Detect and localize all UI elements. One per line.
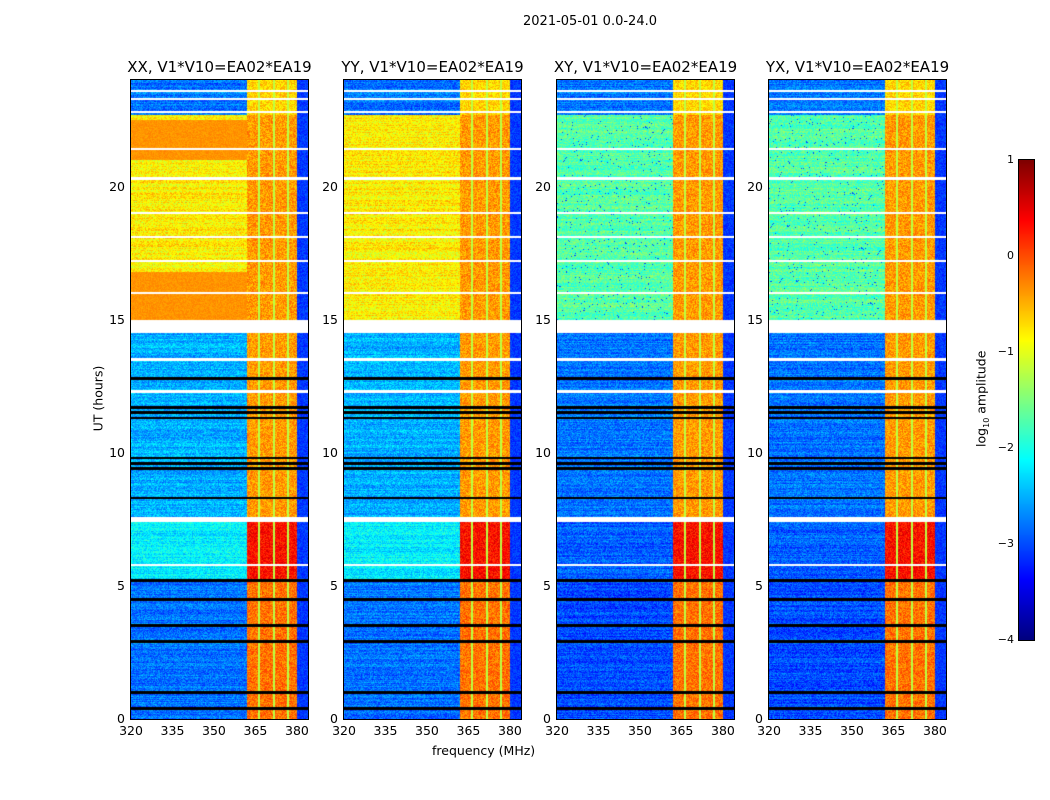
waterfall-panel-yy — [343, 79, 522, 720]
figure-title: 2021-05-01 0.0-24.0 — [523, 14, 657, 29]
panel-title: YX, V1*V10=EA02*EA19 — [765, 58, 950, 76]
y-tick-label: 15 — [535, 311, 551, 327]
x-tick-label: 320 — [757, 723, 781, 738]
x-tick-label: 350 — [840, 723, 864, 738]
colorbar — [1018, 159, 1035, 641]
colorbar-tick-label: 0 — [1007, 249, 1014, 262]
y-tick-label: 10 — [322, 444, 338, 460]
x-tick-label: 380 — [285, 723, 309, 738]
waterfall-image — [769, 80, 946, 719]
y-tick-label: 20 — [322, 178, 338, 194]
y-tick-label: 20 — [535, 178, 551, 194]
x-tick-label: 350 — [202, 723, 226, 738]
x-tick-label: 380 — [498, 723, 522, 738]
waterfall-panel-xy — [556, 79, 735, 720]
x-tick-label: 350 — [628, 723, 652, 738]
waterfall-image — [557, 80, 734, 719]
x-tick-label: 320 — [545, 723, 569, 738]
y-tick-label: 0 — [755, 711, 763, 726]
panel-title: XX, V1*V10=EA02*EA19 — [127, 58, 312, 76]
y-tick-label: 5 — [755, 577, 763, 593]
y-tick-label: 20 — [747, 178, 763, 194]
y-axis-label: UT (hours) — [90, 365, 106, 432]
panel-title: YY, V1*V10=EA02*EA19 — [341, 58, 524, 76]
x-tick-label: 335 — [160, 723, 185, 738]
y-tick-label: 10 — [747, 444, 763, 460]
y-tick-label: 10 — [109, 444, 125, 460]
colorbar-tick-label: −3 — [997, 537, 1014, 550]
waterfall-image — [344, 80, 521, 719]
waterfall-panel-xx — [130, 79, 309, 720]
y-tick-label: 0 — [543, 711, 551, 726]
y-tick-label: 0 — [330, 711, 338, 726]
y-tick-label: 10 — [535, 444, 551, 460]
x-tick-label: 365 — [243, 723, 268, 738]
y-tick-label: 5 — [330, 577, 338, 593]
y-tick-label: 5 — [117, 577, 125, 593]
y-tick-label: 20 — [109, 178, 125, 194]
x-tick-label: 320 — [332, 723, 356, 738]
y-tick-label: 5 — [543, 577, 551, 593]
y-tick-label: 15 — [322, 311, 338, 327]
y-tick-label: 15 — [747, 311, 763, 327]
colorbar-tick-label: −1 — [997, 345, 1014, 358]
colorbar-label: log10 amplitude — [973, 350, 991, 447]
x-tick-label: 365 — [669, 723, 694, 738]
y-tick-label: 15 — [109, 311, 125, 327]
x-tick-label: 320 — [119, 723, 143, 738]
waterfall-panel-yx — [768, 79, 947, 720]
x-tick-label: 335 — [798, 723, 823, 738]
y-tick-label: 0 — [117, 711, 125, 726]
waterfall-image — [131, 80, 308, 719]
x-tick-label: 335 — [373, 723, 398, 738]
colorbar-tick-label: −2 — [997, 441, 1014, 454]
panel-title: XY, V1*V10=EA02*EA19 — [553, 58, 738, 76]
x-tick-label: 335 — [586, 723, 611, 738]
x-axis-label: frequency (MHz) — [432, 743, 536, 758]
x-tick-label: 350 — [415, 723, 439, 738]
colorbar-tick-label: 1 — [1007, 153, 1014, 166]
colorbar-tick-label: −4 — [997, 633, 1014, 646]
x-tick-label: 365 — [881, 723, 906, 738]
x-tick-label: 380 — [923, 723, 947, 738]
x-tick-label: 380 — [711, 723, 735, 738]
x-tick-label: 365 — [456, 723, 481, 738]
colorbar-gradient — [1019, 160, 1034, 640]
